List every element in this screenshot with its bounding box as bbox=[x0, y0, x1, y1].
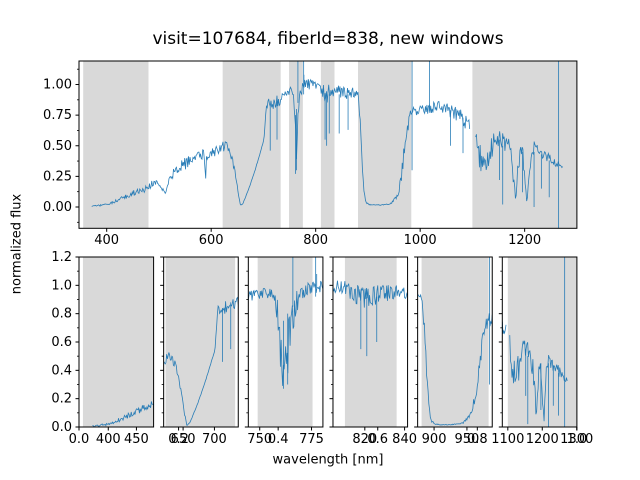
spectrum-line bbox=[332, 280, 408, 308]
x-tick-label: 1000 bbox=[404, 233, 437, 248]
window-subplot-5: 900 950 bbox=[414, 256, 493, 447]
y-tick-label: 1.2 bbox=[51, 250, 72, 265]
shaded-window bbox=[257, 257, 313, 427]
spectrum-line bbox=[92, 401, 154, 427]
y-tick-label: 0.0 bbox=[51, 420, 72, 435]
y-tick-label: 0.4 bbox=[51, 363, 72, 378]
shaded-window bbox=[320, 61, 335, 229]
x-tick-label: 450 bbox=[124, 432, 149, 447]
window-subplot-4: 820 840 bbox=[329, 256, 417, 447]
x-axis-label: wavelength [nm] bbox=[272, 452, 384, 468]
outer-x-tick-label: 0.6 bbox=[367, 432, 388, 447]
outer-axis-ticks: 0.0 0.2 0.4 0.6 0.8 1.0 bbox=[69, 427, 588, 447]
figure-title: visit=107684, fiberId=838, new windows bbox=[152, 29, 504, 49]
shaded-window bbox=[165, 257, 236, 427]
shaded-window bbox=[344, 257, 397, 427]
axes-frame bbox=[78, 60, 578, 229]
x-tick-label: 600 bbox=[199, 233, 224, 248]
spectrum-line bbox=[417, 293, 493, 426]
y-tick-label: 0.25 bbox=[43, 169, 72, 184]
x-tick-label: 1300 bbox=[560, 432, 593, 447]
outer-x-tick-label: 1.0 bbox=[567, 432, 588, 447]
x-tick-label: 820 bbox=[352, 432, 377, 447]
x-tick-label: 840 bbox=[392, 432, 417, 447]
spectrum-line bbox=[502, 321, 568, 422]
x-tick-label: 700 bbox=[202, 432, 227, 447]
shaded-window bbox=[357, 61, 412, 229]
top-spectrum-axes: 400 600 800 1000 1200 0.00 0.25 0.50 0.75 1.00 bbox=[43, 60, 578, 248]
x-tick-label: 900 bbox=[422, 432, 447, 447]
x-tick-label: 1100 bbox=[491, 432, 524, 447]
x-tick-label: 400 bbox=[94, 233, 119, 248]
x-tick-label: 400 bbox=[96, 432, 121, 447]
spectrum-line bbox=[248, 280, 323, 386]
y-tick-label: 1.0 bbox=[51, 278, 72, 293]
outer-x-tick-label: 0.4 bbox=[268, 432, 289, 447]
y-tick-label: 0.00 bbox=[43, 200, 72, 215]
outer-x-tick-label: 0.0 bbox=[69, 432, 90, 447]
y-tick-label: 0.8 bbox=[51, 307, 72, 322]
shaded-window bbox=[472, 61, 577, 229]
window-subplot-2: 650 700 bbox=[160, 256, 239, 447]
y-axis-label: normalized flux bbox=[9, 193, 25, 295]
window-subplot-6: 1100 1200 1300 bbox=[491, 256, 593, 447]
spectrum-line bbox=[163, 296, 239, 426]
x-tick-label: 650 bbox=[171, 432, 196, 447]
shaded-window bbox=[222, 61, 281, 229]
x-tick-label: 1200 bbox=[508, 233, 541, 248]
x-tick-label: 950 bbox=[455, 432, 480, 447]
shaded-window bbox=[421, 257, 489, 427]
x-tick-label: 775 bbox=[299, 432, 324, 447]
shaded-window bbox=[82, 257, 154, 427]
shaded-window bbox=[83, 61, 149, 229]
outer-x-tick-label: 0.8 bbox=[467, 432, 488, 447]
x-tick-label: 750 bbox=[247, 432, 272, 447]
outer-x-tick-label: 0.2 bbox=[168, 432, 189, 447]
y-tick-label: 0.50 bbox=[43, 139, 72, 154]
y-tick-label: 1.00 bbox=[43, 78, 72, 93]
window-subplot-3: 750 775 bbox=[244, 256, 324, 447]
window-subplot-1: 400 450 0.0 0.2 0.4 0.6 0.8 1.0 1.2 bbox=[51, 250, 155, 447]
y-tick-label: 0.75 bbox=[43, 108, 72, 123]
spectrum-line bbox=[91, 78, 563, 207]
y-tick-label: 0.2 bbox=[51, 392, 72, 407]
y-tick-label: 0.6 bbox=[51, 335, 72, 350]
x-tick-label: 800 bbox=[303, 233, 328, 248]
x-tick-label: 1200 bbox=[526, 432, 559, 447]
